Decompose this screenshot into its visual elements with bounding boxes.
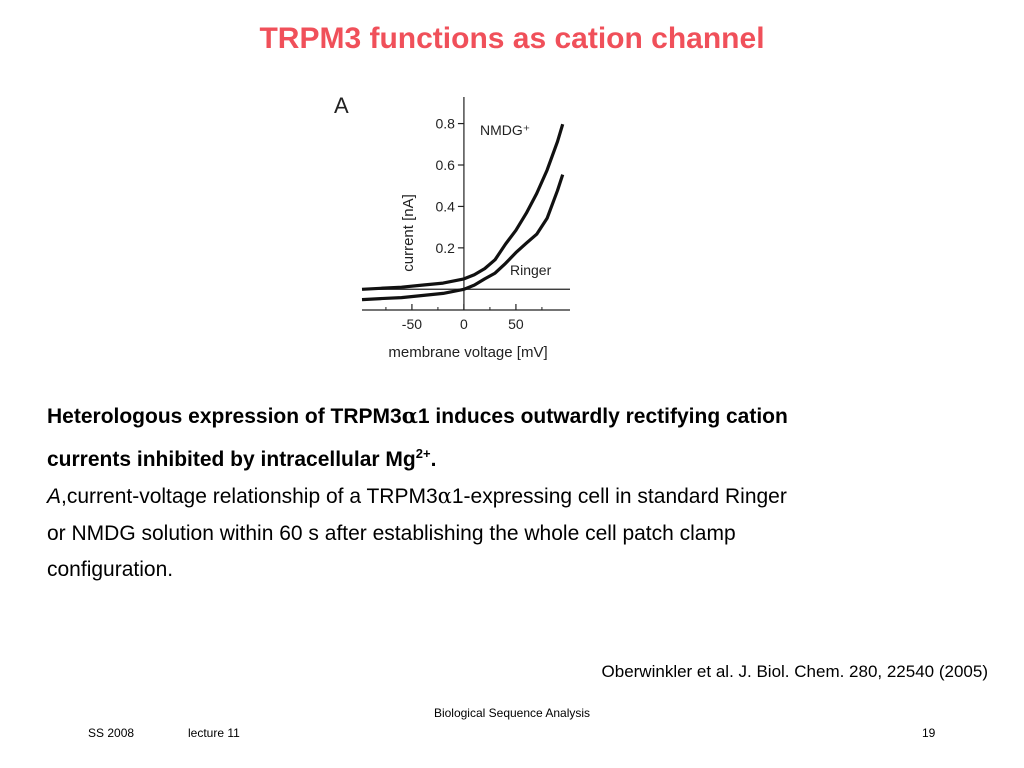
caption-bold-text-2: currents inhibited by intracellular Mg — [47, 447, 416, 471]
caption-bold-period: . — [430, 447, 437, 471]
x-tick-label: -50 — [402, 316, 422, 332]
x-tick-label: 0 — [460, 316, 468, 332]
citation: Oberwinkler et al. J. Biol. Chem. 280, 2… — [601, 662, 988, 681]
iv-chart-svg: A -50 0 50 0.2 0.4 0.6 0.8 NMDG⁺ Ringer membran… — [334, 93, 570, 361]
footer-lecture: lecture 11 — [188, 726, 240, 740]
caption-bold-text-1: Heterologous expression of TRPM3 — [47, 405, 402, 428]
y-tick-label: 0.4 — [435, 198, 455, 214]
iv-chart: A -50 0 50 0.2 0.4 0.6 0.8 NMDG⁺ Ringer membran… — [320, 85, 600, 375]
caption-bold-text-1b: 1 induces outwardly rectifying cation — [417, 405, 788, 428]
panel-label: A — [334, 93, 349, 118]
series-line-nmdg — [361, 123, 565, 291]
caption-line-3: A,current-voltage relationship of a TRPM… — [47, 478, 987, 516]
figure-caption: Heterologous expression of TRPM3α1 induc… — [47, 398, 987, 589]
y-tick-label: 0.6 — [435, 157, 455, 173]
caption-bold-line-1: Heterologous expression of TRPM3α1 induc… — [47, 398, 987, 436]
caption-line-5: configuration. — [47, 558, 174, 581]
footer-page-number: 19 — [922, 726, 936, 740]
caption-bold-line-2: currents inhibited by intracellular Mg2+… — [47, 436, 987, 479]
series-line-ringer — [361, 174, 565, 302]
x-axis-label: membrane voltage [mV] — [388, 344, 547, 361]
slide-title: TRPM3 functions as cation channel — [259, 22, 765, 55]
y-axis-label: current [nA] — [400, 194, 417, 272]
alpha-symbol: α — [401, 403, 418, 428]
footer-semester: SS 2008 — [88, 726, 135, 740]
x-tick-label: 50 — [508, 316, 524, 332]
caption-line-4: or NMDG solution within 60 s after estab… — [47, 521, 736, 545]
series-label-nmdg: NMDG⁺ — [480, 122, 530, 138]
chart-series: NMDG⁺ Ringer — [361, 122, 565, 302]
caption-text-b: 1-expressing cell in standard Ringer — [451, 485, 787, 508]
caption-text-a: ,current-voltage relationship of a TRPM3 — [61, 485, 438, 508]
mg-superscript: 2+ — [415, 445, 431, 461]
series-label-ringer: Ringer — [510, 262, 552, 278]
footer-course-title: Biological Sequence Analysis — [433, 706, 591, 720]
chart-axes: -50 0 50 0.2 0.4 0.6 0.8 — [362, 97, 570, 332]
y-tick-label: 0.8 — [435, 116, 455, 132]
caption-panel-letter: A — [47, 485, 62, 508]
alpha-symbol-2: α — [437, 484, 452, 508]
y-tick-label: 0.2 — [435, 240, 455, 256]
